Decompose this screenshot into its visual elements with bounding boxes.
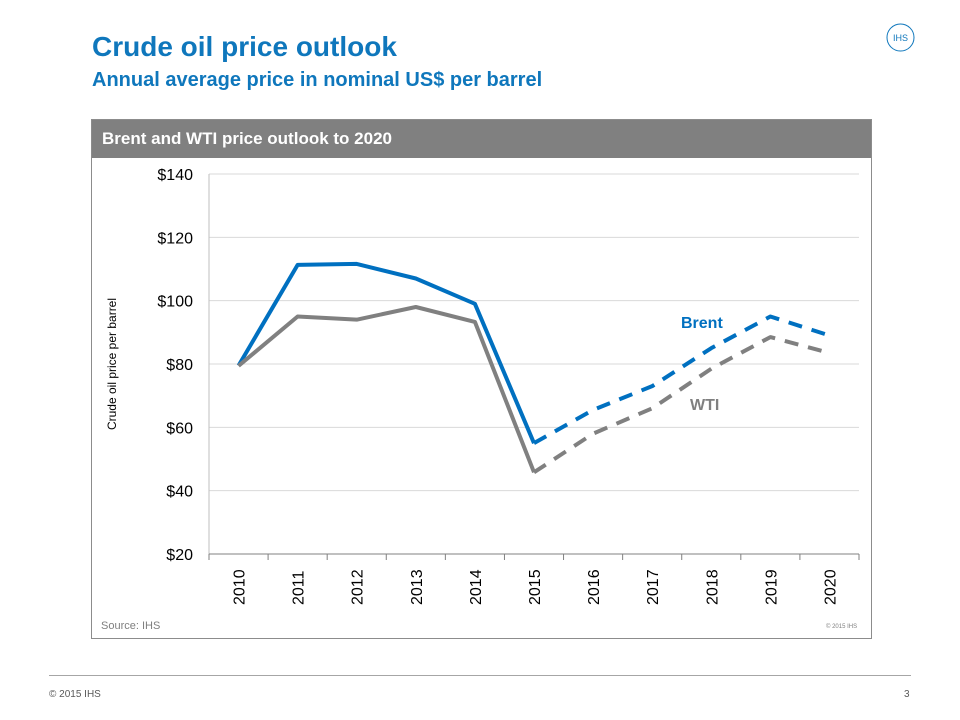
series-label-wti: WTI: [690, 397, 719, 414]
series-line-brent-forecast: [533, 314, 831, 445]
series-label-brent: Brent: [681, 315, 723, 332]
axes: [208, 174, 860, 560]
x-tick-label: 2012: [350, 569, 367, 605]
x-tick-label: 2013: [409, 569, 426, 605]
x-tick-label: 2018: [704, 569, 721, 605]
footer-copyright: © 2015 IHS: [49, 689, 101, 700]
x-tick-label: 2020: [822, 569, 839, 605]
y-tick-label: $40: [166, 484, 193, 501]
slide-title: Crude oil price outlook: [92, 31, 397, 62]
x-tick-label: 2014: [468, 569, 485, 605]
x-tick-label: 2017: [645, 569, 662, 605]
y-axis-title: Crude oil price per barrel: [105, 298, 119, 430]
y-tick-label: $140: [157, 167, 193, 184]
x-tick-label: 2019: [763, 569, 780, 605]
ihs-logo-icon: IHS: [886, 23, 915, 52]
x-tick-label: 2016: [586, 569, 603, 605]
logo-text: IHS: [893, 33, 908, 43]
x-tick-label: 2010: [232, 569, 249, 605]
series-line-brent-actual: [236, 261, 536, 444]
x-tick-label: 2011: [291, 570, 308, 605]
series-lines: [236, 261, 831, 474]
y-tick-label: $60: [166, 420, 193, 437]
source-note: Source: IHS: [101, 620, 161, 632]
chart-header: Brent and WTI price outlook to 2020: [92, 120, 871, 158]
y-tick-label: $20: [166, 547, 193, 564]
page-number: 3: [904, 689, 910, 700]
chart-panel: Brent and WTI price outlook to 2020: [91, 119, 872, 639]
series-line-wti-forecast: [532, 335, 830, 474]
footer-divider: [49, 675, 911, 676]
y-tick-label: $120: [157, 230, 193, 247]
y-tick-label: $100: [157, 294, 193, 311]
chart-copyright: © 2015 IHS: [826, 624, 858, 630]
labels: $20 $40 $60 $80 $100 $120 $140 2010 2011 2012 2013…: [105, 167, 839, 605]
slide-subtitle: Annual average price in nominal US$ per …: [92, 69, 543, 91]
y-tick-label: $80: [166, 357, 193, 374]
series-line-wti-actual: [237, 305, 536, 474]
gridlines: [209, 173, 859, 492]
x-tick-label: 2015: [527, 569, 544, 605]
